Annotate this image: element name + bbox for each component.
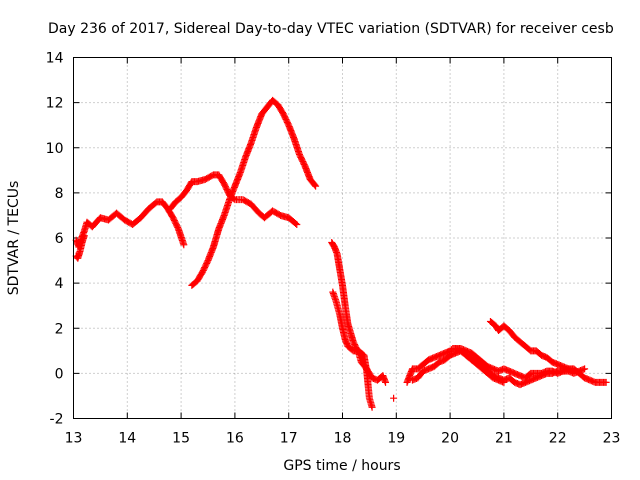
chart-title: Day 236 of 2017, Sidereal Day-to-day VTE…: [48, 21, 614, 37]
series-arc-10: [486, 317, 578, 375]
y-tick-label: -2: [50, 412, 64, 428]
x-tick-label: 21: [495, 431, 513, 447]
x-tick-label: 20: [441, 431, 459, 447]
x-tick-label: 16: [226, 431, 244, 447]
x-tick-label: 17: [280, 431, 298, 447]
series-arc-3: [188, 96, 320, 289]
x-tick-label: 19: [387, 431, 405, 447]
x-axis-label: GPS time / hours: [283, 458, 400, 474]
series-arc-4: [328, 239, 390, 386]
data-point: [602, 378, 610, 386]
y-tick-label: 2: [55, 321, 64, 337]
grid: [73, 57, 612, 419]
plot-frame: [73, 57, 612, 419]
series-arc-5: [329, 288, 376, 411]
data-point: [293, 220, 301, 228]
series-arc-2: [166, 171, 301, 228]
data-point: [312, 182, 320, 190]
y-tick-label: 12: [46, 96, 64, 112]
x-tick-label: 14: [118, 431, 136, 447]
x-tick-label: 22: [549, 431, 567, 447]
y-tick-label: 0: [55, 366, 64, 382]
data-point: [581, 365, 589, 373]
data-point: [570, 367, 578, 375]
y-tick-label: 10: [46, 141, 64, 157]
y-tick-label: 14: [46, 51, 64, 67]
x-tick-labels: 13 14 15 16 17 18 19 20 21 22 23: [65, 431, 621, 447]
y-tick-label: 8: [55, 186, 64, 202]
data-point: [390, 394, 398, 402]
data-point: [292, 219, 300, 227]
y-axis-label: SDTVAR / TECUs: [6, 181, 22, 296]
data-point: [368, 403, 376, 411]
series-arc-6: [390, 394, 398, 402]
y-tick-labels: -2 0 2 4 6 8 10 12 14: [46, 51, 64, 428]
data-point: [382, 378, 390, 386]
data-series: [72, 96, 610, 411]
x-tick-label: 13: [65, 431, 83, 447]
data-point: [311, 181, 319, 189]
x-tick-label: 15: [172, 431, 190, 447]
data-point: [80, 232, 88, 240]
y-tick-label: 6: [55, 231, 64, 247]
x-tick-label: 18: [334, 431, 352, 447]
series-arc-1: [72, 198, 188, 251]
y-tick-label: 4: [55, 276, 64, 292]
series-arc-1b: [72, 232, 88, 262]
x-tick-label: 23: [603, 431, 621, 447]
data-point: [180, 241, 188, 249]
